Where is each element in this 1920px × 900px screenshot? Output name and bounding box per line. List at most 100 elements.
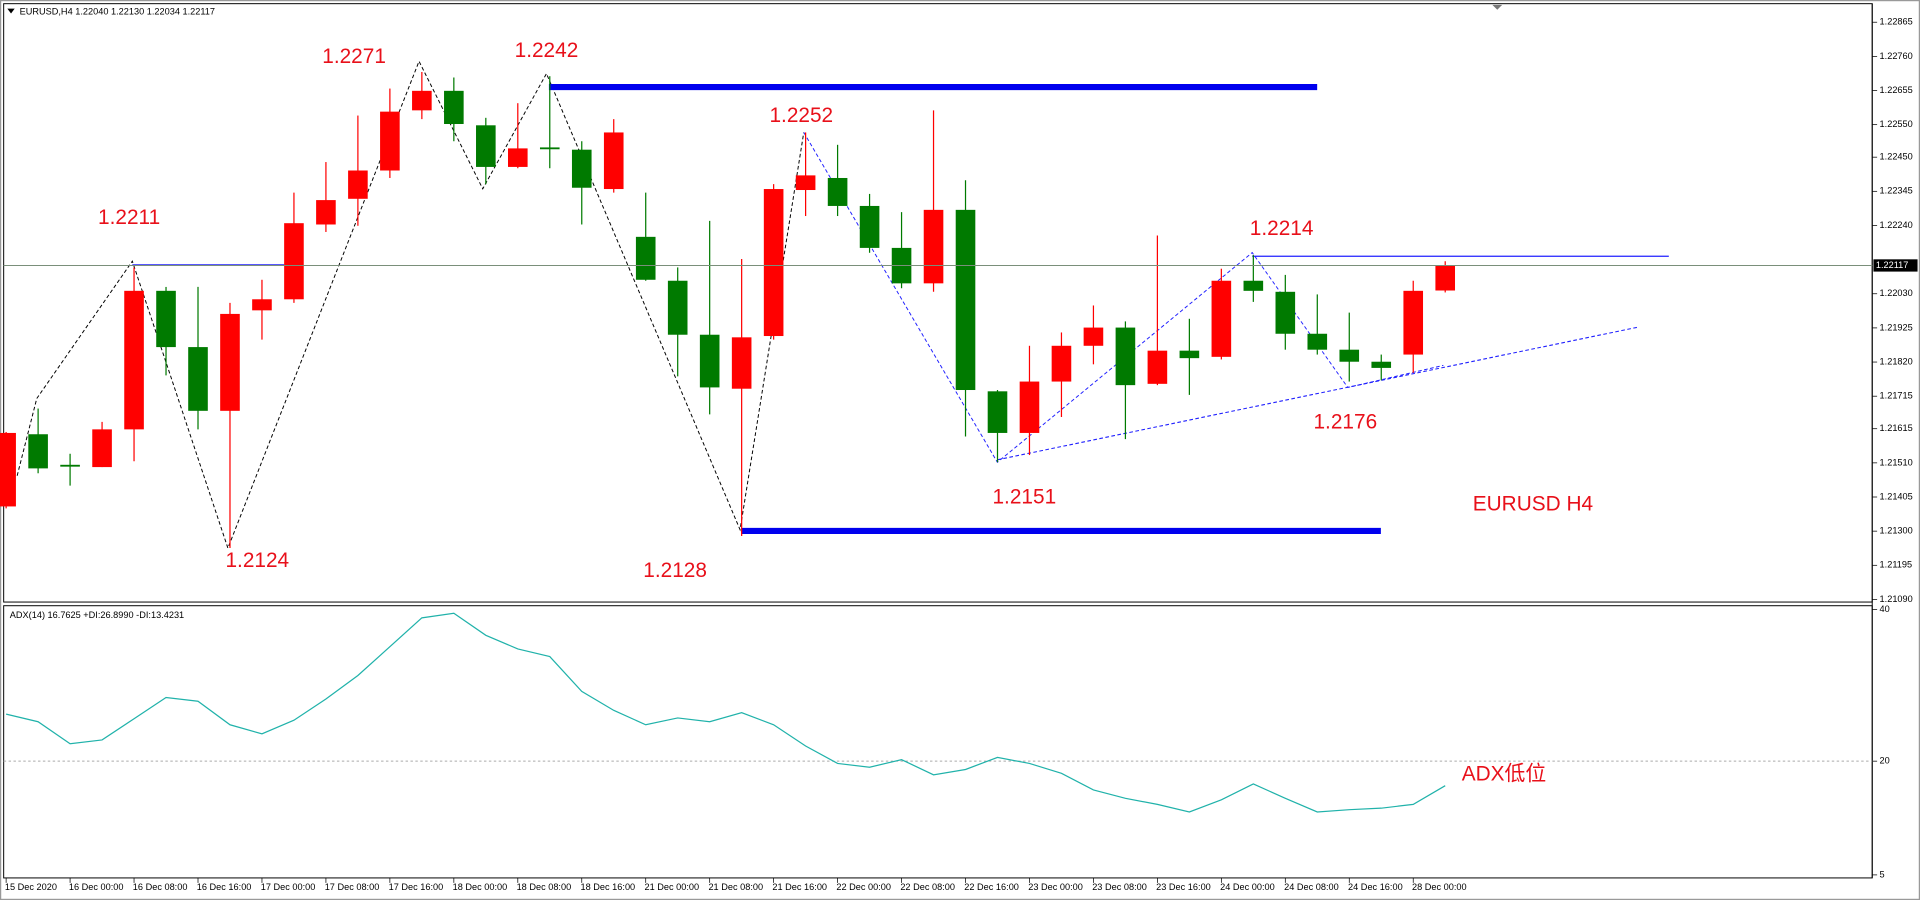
candle-body — [667, 280, 688, 335]
annotation: 1.2214 — [1250, 217, 1314, 240]
candle-body — [1115, 327, 1136, 386]
annotations: 1.2271 1.2242 1.2211 1.2124 1.2128 1.225… — [98, 39, 1593, 785]
y-tick-label: 1.21820 — [1880, 356, 1913, 366]
candle-body — [1403, 290, 1424, 355]
candle-body — [539, 147, 560, 150]
x-tick-label: 24 Dec 00:00 — [1220, 882, 1275, 892]
candle-body — [380, 111, 400, 171]
candle-body — [1083, 327, 1104, 346]
candle-body — [763, 189, 784, 337]
annotation: ADX低位 — [1462, 762, 1546, 785]
x-tick-label: 15 Dec 2020 — [5, 882, 57, 892]
candle-body — [220, 313, 240, 411]
zigzag-blue — [803, 132, 1444, 464]
candle-body — [1371, 361, 1392, 368]
menu-arrow[interactable] — [7, 8, 15, 14]
shift-marker — [1492, 4, 1503, 10]
current-price-box — [1873, 259, 1918, 272]
candle-body — [0, 432, 16, 507]
y-tick-label: 1.22450 — [1880, 152, 1913, 162]
candle-body — [60, 464, 80, 467]
candle-body — [795, 175, 816, 191]
y-tick-label: 20 — [1880, 756, 1890, 766]
candle-body — [1275, 291, 1296, 334]
candle-body — [1307, 333, 1328, 350]
candle-body — [1339, 349, 1360, 362]
trendline — [997, 326, 1638, 461]
candle-body — [1211, 280, 1232, 357]
annotation: 1.2211 — [98, 206, 160, 229]
adx-header: ADX(14) 16.7625 +DI:26.8990 -DI:13.4231 — [10, 610, 184, 620]
candle-body — [28, 434, 48, 469]
y-tick-label: 1.22550 — [1880, 119, 1913, 129]
candle-body — [827, 177, 848, 206]
y-tick-label: 1.22865 — [1880, 17, 1913, 27]
x-tick-label: 17 Dec 16:00 — [389, 882, 444, 892]
x-tick-label: 21 Dec 16:00 — [772, 882, 827, 892]
candle-body — [1243, 280, 1264, 291]
x-tick-label: 22 Dec 08:00 — [900, 882, 955, 892]
candle-body — [284, 223, 304, 300]
candle-body — [316, 200, 336, 225]
candle-body — [571, 149, 592, 188]
y-tick-label: 1.21510 — [1880, 457, 1913, 467]
candle-body — [1179, 350, 1200, 359]
y-tick-label: 1.22030 — [1880, 288, 1913, 298]
candle-body — [476, 125, 496, 167]
annotation: 1.2151 — [992, 485, 1056, 508]
x-tick-label: 23 Dec 16:00 — [1156, 882, 1211, 892]
annotation: 1.2242 — [515, 39, 579, 62]
candle-body — [1435, 265, 1456, 291]
x-tick-label: 23 Dec 08:00 — [1092, 882, 1147, 892]
y-tick-label: 1.21195 — [1880, 560, 1913, 570]
x-tick-label: 17 Dec 08:00 — [325, 882, 380, 892]
y-tick-label: 1.21715 — [1880, 391, 1913, 401]
y-tick-label: 1.21090 — [1880, 594, 1913, 604]
y-tick-label: 1.22345 — [1880, 186, 1913, 196]
y-tick-label: 1.22655 — [1880, 85, 1913, 95]
candle-body — [156, 290, 176, 348]
x-tick-label: 24 Dec 16:00 — [1348, 882, 1403, 892]
x-tick-label: 18 Dec 00:00 — [453, 882, 508, 892]
candle-body — [444, 90, 464, 125]
y-tick-label: 1.21925 — [1880, 322, 1913, 332]
y-tick-label: 40 — [1880, 604, 1890, 614]
x-tick-label: 22 Dec 16:00 — [964, 882, 1019, 892]
x-tick-label: 16 Dec 08:00 — [133, 882, 188, 892]
x-tick-label: 22 Dec 00:00 — [836, 882, 891, 892]
x-tick-label: 16 Dec 00:00 — [69, 882, 124, 892]
candle-body — [1019, 381, 1040, 433]
current-price-label: 1.22117 — [1876, 260, 1909, 270]
annotation: 1.2176 — [1313, 411, 1377, 434]
annotation: 1.2128 — [643, 559, 707, 582]
candle-body — [923, 209, 944, 284]
candle-body — [635, 236, 656, 280]
annotation: 1.2124 — [225, 549, 289, 572]
candle-body — [412, 90, 432, 111]
price-header: EURUSD,H4 1.22040 1.22130 1.22034 1.2211… — [20, 7, 215, 17]
candle-body — [731, 337, 752, 389]
annotation: EURUSD H4 — [1473, 493, 1593, 516]
candle-body — [92, 429, 112, 468]
candle-body — [507, 148, 528, 167]
x-tick-label: 28 Dec 00:00 — [1412, 882, 1467, 892]
x-tick-label: 17 Dec 00:00 — [261, 882, 316, 892]
y-tick-label: 1.21300 — [1880, 526, 1913, 536]
drawings — [16, 60, 1669, 550]
annotation: 1.2252 — [769, 104, 833, 127]
x-tick-label: 18 Dec 16:00 — [581, 882, 636, 892]
candle-body — [859, 205, 880, 248]
y-tick-label: 5 — [1880, 869, 1885, 879]
candles — [0, 71, 1456, 549]
candle-body — [699, 334, 720, 388]
y-tick-label: 1.21615 — [1880, 423, 1913, 433]
annotation: 1.2271 — [322, 45, 386, 68]
x-tick-label: 16 Dec 16:00 — [197, 882, 252, 892]
candle-body — [1051, 345, 1072, 382]
x-tick-label: 21 Dec 00:00 — [644, 882, 699, 892]
x-tick-label: 18 Dec 08:00 — [517, 882, 572, 892]
